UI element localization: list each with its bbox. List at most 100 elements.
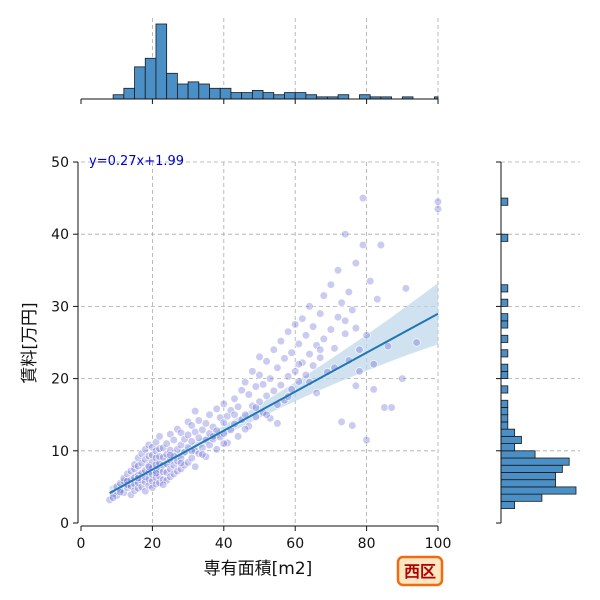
- scatter-point: [433, 197, 443, 206]
- top-hist-bar: [219, 87, 232, 100]
- scatter-point: [198, 450, 207, 459]
- y-tick-label: 0: [60, 516, 69, 532]
- scatter-point: [234, 402, 243, 411]
- right-hist-bar: [500, 197, 509, 206]
- scatter-point: [255, 397, 264, 406]
- scatter-point: [230, 394, 239, 403]
- top-hist-bar: [112, 94, 125, 100]
- right-hist-bar: [500, 313, 509, 322]
- scatter-point: [362, 435, 371, 445]
- scatter-point: [326, 325, 336, 334]
- scatter-point: [316, 345, 325, 354]
- regression-line: [109, 312, 439, 494]
- scatter-point: [276, 381, 286, 390]
- top-hist-bar: [198, 83, 210, 100]
- scatter-point: [219, 399, 228, 409]
- scatter-point: [341, 316, 350, 325]
- scatter-point: [212, 445, 221, 454]
- right-hist-bar: [500, 479, 556, 488]
- scatter-point: [151, 469, 161, 478]
- scatter-point: [333, 313, 343, 322]
- scatter-point: [262, 391, 271, 401]
- right-hist-bar: [500, 407, 509, 416]
- scatter-point: [351, 259, 361, 268]
- right-hist-bar: [500, 320, 509, 329]
- scatter-point: [309, 322, 318, 331]
- scatter-point: [301, 331, 311, 340]
- scatter-point: [358, 240, 368, 250]
- scatter-point: [241, 425, 250, 434]
- scatter-point: [301, 370, 311, 380]
- scatter-point: [251, 403, 260, 412]
- top-hist-bar: [134, 66, 146, 100]
- scatter-point: [259, 380, 268, 389]
- scatter-point: [294, 339, 303, 349]
- scatter-point: [355, 367, 364, 376]
- scatter-point: [191, 407, 200, 416]
- scatter-point: [316, 309, 325, 318]
- top-hist-bar: [155, 23, 168, 100]
- scatter-point: [176, 459, 186, 468]
- y-axis-label: 賃料[万円]: [20, 302, 40, 383]
- top-hist-bar: [187, 81, 200, 100]
- right-hist-bar: [500, 284, 509, 293]
- region-badge-label: 西区: [404, 562, 436, 581]
- scatter-point: [294, 360, 303, 369]
- scatter-point: [412, 338, 421, 347]
- scatter-point: [287, 348, 296, 357]
- right-histogram: [500, 197, 577, 509]
- top-hist-bar: [166, 72, 178, 100]
- right-hist-bar: [500, 500, 516, 509]
- scatter-point: [194, 416, 203, 425]
- scatter-point: [205, 410, 214, 419]
- right-hist-bar: [500, 349, 509, 358]
- x-tick-label: 0: [77, 536, 86, 552]
- y-tick-label: 10: [51, 444, 69, 460]
- scatter-point: [266, 374, 275, 383]
- scatter-point: [273, 419, 282, 428]
- scatter-point: [187, 421, 196, 430]
- region-badge: 西区: [396, 555, 444, 587]
- scatter-point: [273, 363, 282, 372]
- right-hist-bar: [500, 428, 516, 437]
- right-hist-bar: [500, 233, 509, 242]
- scatter-point: [341, 230, 350, 239]
- top-hist-bar: [251, 90, 264, 100]
- scatter-point: [244, 390, 253, 399]
- scatter-point: [194, 433, 203, 442]
- top-hist-bar: [284, 92, 296, 100]
- scatter-point: [383, 342, 393, 351]
- top-hist-bar: [176, 83, 189, 100]
- right-hist-bar: [500, 493, 543, 502]
- y-tick-label: 40: [51, 227, 69, 243]
- top-hist-bar: [262, 92, 275, 100]
- scatter-point: [241, 378, 250, 387]
- scatter-point: [108, 493, 118, 502]
- scatter-point: [319, 334, 328, 344]
- scatter-point: [319, 291, 328, 300]
- scatter-point: [387, 403, 396, 412]
- right-hist-bar: [500, 486, 577, 495]
- scatter-point: [212, 404, 221, 414]
- top-hist-bar: [144, 57, 157, 100]
- scatter-point: [255, 352, 264, 362]
- right-hist-bar: [500, 370, 509, 380]
- scatter-point: [312, 388, 321, 398]
- scatter-point: [284, 372, 293, 381]
- scatter-point: [262, 357, 271, 366]
- top-histogram: [112, 23, 439, 100]
- scatter-point: [184, 430, 193, 440]
- right-hist-bar: [500, 457, 570, 466]
- scatter-point: [433, 204, 443, 213]
- scatter-point: [291, 367, 300, 376]
- x-tick-label: 40: [215, 536, 233, 552]
- scatter-point: [351, 324, 361, 333]
- scatter-point: [155, 432, 164, 441]
- scatter-point: [294, 377, 303, 386]
- right-hist-bar: [500, 298, 509, 307]
- scatter-point: [337, 298, 346, 307]
- top-hist-bar: [294, 92, 307, 100]
- scatter-point: [309, 361, 318, 370]
- scatter-point: [316, 353, 325, 362]
